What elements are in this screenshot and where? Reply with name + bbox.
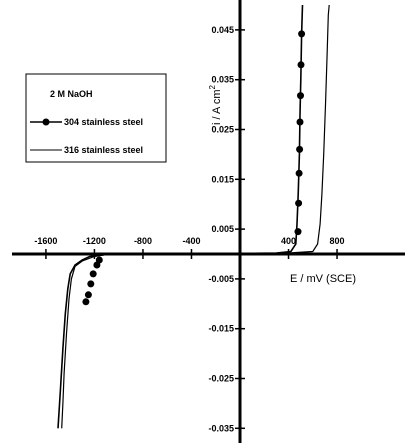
legend-label-304: 304 stainless steel <box>64 117 143 127</box>
ticks: -1600 -1200 -800 -400 400 800 0.045 0.035 0.025 0… <box>34 25 344 433</box>
series-point-304 <box>298 30 306 38</box>
x-tick-label: 400 <box>281 236 296 246</box>
legend-label-316: 316 stainless steel <box>64 145 143 155</box>
series-point-304 <box>297 61 305 69</box>
legend-box <box>25 73 167 163</box>
y-axis-title-main: i / A cm <box>211 89 223 124</box>
x-tick-label: 800 <box>330 236 345 246</box>
legend-title: 2 M NaOH <box>50 89 93 99</box>
series-point-304 <box>296 118 304 126</box>
series-point-304 <box>84 291 92 299</box>
series-point-304 <box>296 145 304 153</box>
y-tick-label: 0.045 <box>211 25 234 35</box>
y-tick-label: 0.005 <box>211 224 234 234</box>
y-tick-label: 0.035 <box>211 75 234 85</box>
x-tick-label: -400 <box>182 236 200 246</box>
series-point-304 <box>89 270 97 278</box>
x-tick-label: -800 <box>134 236 152 246</box>
legend-marker-304 <box>42 118 50 126</box>
legend: 2 M NaOH 304 stainless steel 316 stainle… <box>25 73 167 163</box>
series-point-304 <box>295 199 303 207</box>
x-tick-label: -1200 <box>83 236 106 246</box>
curves <box>57 4 330 429</box>
series-point-304 <box>95 256 103 264</box>
series-point-304 <box>87 280 95 288</box>
series-line-304 <box>57 4 304 429</box>
series-point-304 <box>297 92 304 100</box>
y-axis-title-sup: 2 <box>208 84 217 89</box>
y-tick-label: -0.035 <box>208 423 234 433</box>
series-point-304 <box>82 298 90 306</box>
series-point-304 <box>295 169 303 177</box>
x-axis-title: E / mV (SCE) <box>290 273 356 285</box>
y-tick-label: 0.025 <box>211 125 234 135</box>
y-axis-title: i / A cm2 <box>208 84 223 124</box>
series-line-316 <box>61 4 330 429</box>
y-tick-label: -0.015 <box>208 324 234 334</box>
y-tick-label: -0.005 <box>208 274 234 284</box>
y-tick-label: 0.015 <box>211 174 234 184</box>
y-tick-label: -0.025 <box>208 374 234 384</box>
x-tick-label: -1600 <box>34 236 57 246</box>
series-point-304 <box>294 228 302 236</box>
